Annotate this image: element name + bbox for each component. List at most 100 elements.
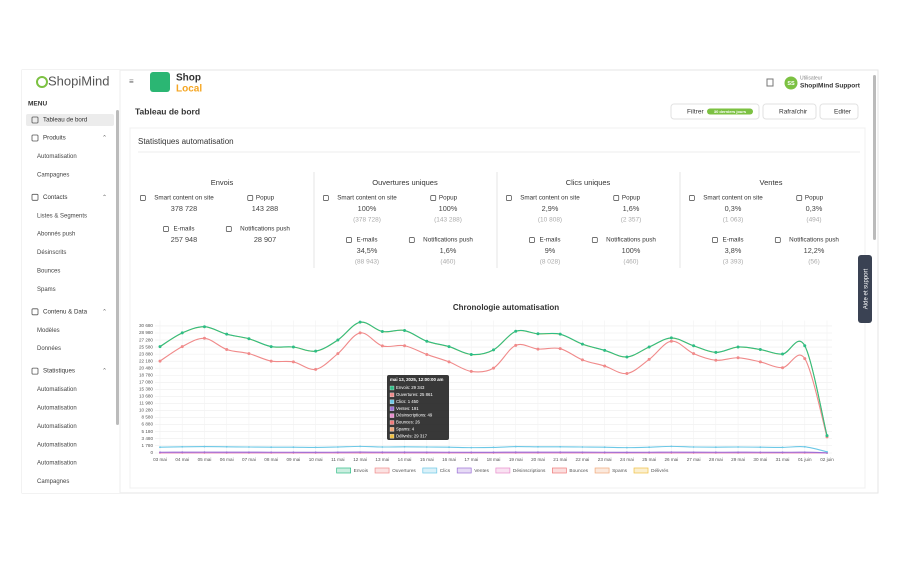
section-label[interactable]: Statistiques <box>43 368 75 375</box>
menu-item[interactable]: Bounces <box>37 268 60 274</box>
legend-swatch[interactable] <box>496 468 510 473</box>
main-scrollbar <box>873 75 876 240</box>
x-tick-label: 07 mai <box>242 457 256 462</box>
legend-label[interactable]: Ventes <box>474 468 489 474</box>
x-tick-label: 21 mai <box>553 457 567 462</box>
menu-item[interactable]: Listes & Segments <box>37 213 87 219</box>
data-point <box>693 451 695 453</box>
tooltip-item: Envois: 29 343 <box>396 385 425 390</box>
data-point <box>648 346 651 349</box>
data-point <box>159 360 162 363</box>
section-label[interactable]: Contenu & Data <box>43 308 88 315</box>
menu-item[interactable]: Campagnes <box>37 172 69 178</box>
data-point <box>425 353 428 356</box>
menu-item[interactable]: Automatisation <box>37 154 77 160</box>
data-point <box>804 446 806 448</box>
data-point <box>604 446 606 448</box>
menu-item[interactable]: Automatisation <box>37 424 77 430</box>
menu-item[interactable]: Automatisation <box>37 442 77 448</box>
logo[interactable]: ShopiMind <box>48 73 109 88</box>
legend-swatch[interactable] <box>457 468 471 473</box>
data-point <box>536 332 539 335</box>
legend-swatch[interactable] <box>375 468 389 473</box>
data-point <box>715 451 717 453</box>
x-tick-label: 19 mai <box>509 457 523 462</box>
chevron: ⌃ <box>102 368 107 375</box>
legend-label[interactable]: Clics <box>440 468 451 474</box>
data-point <box>225 333 228 336</box>
data-point <box>648 446 650 448</box>
data-point <box>581 343 584 346</box>
data-point <box>381 451 383 453</box>
data-point <box>737 346 740 349</box>
stat-label: Notifications push <box>240 226 290 233</box>
stat-sub: (1 063) <box>723 217 744 224</box>
hamburger[interactable]: ≡ <box>129 77 134 86</box>
menu-item[interactable]: Automatisation <box>37 405 77 411</box>
data-point <box>336 338 339 341</box>
stat-value: 2,9% <box>542 204 559 213</box>
x-tick-label: 31 mai <box>776 457 790 462</box>
stat-label: E-mails <box>174 226 195 233</box>
legend-label[interactable]: Délivrés <box>651 468 669 474</box>
y-tick-label: 17 080 <box>139 379 153 384</box>
stat-label: Smart content on site <box>703 195 763 202</box>
x-tick-label: 13 mai <box>375 457 389 462</box>
stat-title: Clics uniques <box>566 178 611 187</box>
chevron: ⌃ <box>102 308 107 315</box>
data-point <box>670 451 672 453</box>
tooltip-title: mai 13, 2025, 12:00:00 am <box>390 377 444 382</box>
legend-label[interactable]: Désinscriptions <box>513 468 546 474</box>
y-tick-label: 11 980 <box>139 401 153 406</box>
legend-swatch[interactable] <box>595 468 609 473</box>
data-point <box>625 355 628 358</box>
stat-sub: (378 728) <box>353 217 381 224</box>
legend-swatch[interactable] <box>552 468 566 473</box>
section-label[interactable]: Produits <box>43 135 66 142</box>
data-point <box>626 447 628 449</box>
y-tick-label: 8 580 <box>142 415 154 420</box>
legend-label[interactable]: Envois <box>354 468 369 474</box>
menu-item[interactable]: Automatisation <box>37 461 77 467</box>
legend-label[interactable]: Bounces <box>569 468 588 474</box>
data-point <box>403 344 406 347</box>
menu-item[interactable]: Spams <box>37 287 56 293</box>
data-point <box>692 344 695 347</box>
data-point <box>359 331 362 334</box>
data-point <box>559 333 562 336</box>
x-tick-label: 20 mai <box>531 457 545 462</box>
legend-label[interactable]: Ouvertures <box>392 468 416 474</box>
data-point <box>492 348 495 351</box>
card-title: Statistiques automatisation <box>138 137 234 146</box>
data-point <box>515 451 517 453</box>
menu-item[interactable]: Campagnes <box>37 479 69 485</box>
data-point <box>648 358 651 361</box>
stat-title: Ventes <box>760 178 783 187</box>
menu-item[interactable]: Données <box>37 346 61 352</box>
legend-label[interactable]: Spams <box>612 468 628 474</box>
menu-item[interactable]: Modèles <box>37 328 60 334</box>
data-point <box>759 360 762 363</box>
legend-swatch[interactable] <box>634 468 648 473</box>
menu-item[interactable]: Abonnés push <box>37 232 75 238</box>
section-label[interactable]: Tableau de bord <box>43 117 88 124</box>
legend-swatch[interactable] <box>423 468 437 473</box>
y-tick-label: 13 680 <box>139 394 153 399</box>
x-tick-label: 15 mai <box>420 457 434 462</box>
data-point <box>514 344 517 347</box>
stat-sub: (56) <box>808 259 820 266</box>
stat-label: Popup <box>622 195 641 202</box>
stat-sub: (88 943) <box>355 259 379 266</box>
stat-label: E-mails <box>723 237 744 244</box>
x-tick-label: 06 mai <box>220 457 234 462</box>
stat-title: Ouvertures uniques <box>372 178 438 187</box>
menu-item[interactable]: Désinscrits <box>37 250 66 256</box>
stat-value: 12,2% <box>804 246 825 255</box>
data-point <box>470 370 473 373</box>
section-label[interactable]: Contacts <box>43 194 67 201</box>
x-tick-label: 16 mai <box>442 457 456 462</box>
x-tick-label: 22 mai <box>576 457 590 462</box>
stat-sub: (10 808) <box>538 217 562 224</box>
legend-swatch[interactable] <box>337 468 351 473</box>
menu-item[interactable]: Automatisation <box>37 387 77 393</box>
